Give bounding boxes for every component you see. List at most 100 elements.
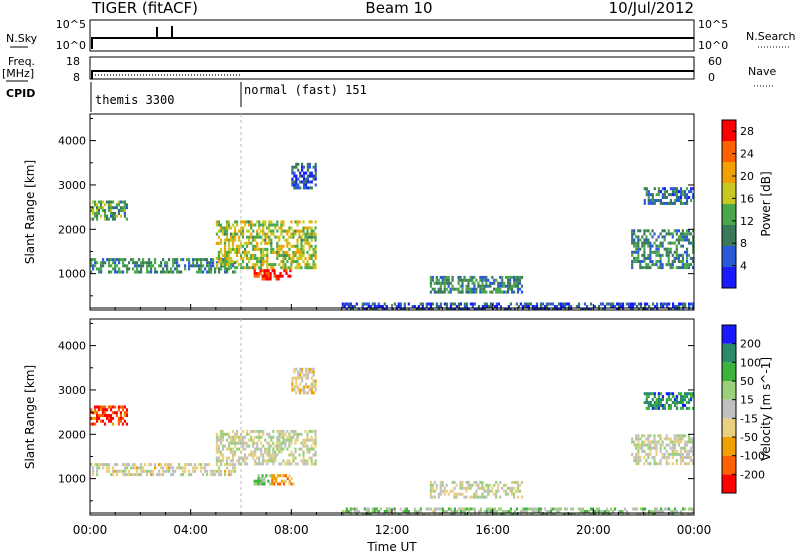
echo-cell (221, 435, 225, 439)
echo-cell (99, 419, 103, 423)
echo-cell (473, 480, 476, 484)
echo-cell (296, 247, 299, 251)
echo-cell (90, 463, 93, 467)
echo-cell (272, 459, 275, 463)
echo-cell (673, 395, 677, 399)
echo-cell (90, 217, 93, 221)
echo-cell (312, 260, 315, 264)
echo-cell (654, 512, 657, 516)
echo-cell (244, 462, 247, 466)
echo-cell (659, 449, 662, 453)
echo-cell (200, 466, 203, 470)
echo-cell (296, 462, 299, 466)
echo-cell (433, 512, 436, 516)
echo-cell (228, 469, 231, 473)
echo-cell (286, 477, 289, 480)
echo-cell (98, 466, 101, 470)
echo-cell (676, 510, 679, 513)
echo-cell (389, 510, 392, 513)
x-tick-label: 00:00 (677, 523, 712, 537)
beam-title: Beam 10 (365, 0, 432, 17)
echo-cell (518, 281, 522, 285)
echo-cell (194, 463, 197, 467)
echo-cell (679, 244, 682, 248)
echo-cell (221, 263, 225, 267)
echo-cell (439, 281, 442, 285)
echo-cell (310, 391, 313, 395)
echo-cell (387, 512, 390, 516)
echo-cell (497, 507, 500, 511)
echo-cell (280, 226, 283, 230)
echo-cell (692, 437, 695, 441)
echo-cell (467, 483, 470, 487)
echo-cell (659, 434, 662, 438)
echo-cell (599, 510, 603, 513)
echo-cell (485, 302, 488, 306)
echo-cell (282, 438, 285, 442)
echo-cell (290, 482, 293, 486)
echo-cell (246, 229, 249, 233)
echo-cell (286, 462, 289, 466)
echo-cell (276, 220, 279, 224)
echo-cell (375, 305, 378, 308)
echo-cell (210, 270, 213, 274)
echo-cell (585, 307, 589, 311)
echo-cell (447, 307, 450, 311)
echo-cell (675, 437, 678, 441)
echo-cell (656, 302, 659, 306)
y-axis-label: Slant Range [km] (23, 160, 37, 264)
echo-cell (276, 244, 279, 248)
echo-cell (481, 284, 484, 288)
echo-cell (252, 257, 255, 260)
echo-cell (471, 278, 474, 282)
freq-tick-low: 8 (73, 71, 80, 84)
echo-cell (310, 456, 313, 460)
echo-cell (217, 254, 220, 257)
echo-cell (164, 261, 167, 265)
echo-cell (681, 398, 685, 402)
echo-cell (657, 406, 660, 410)
echo-cell (223, 247, 227, 251)
echo-cell (116, 270, 119, 274)
echo-cell (475, 307, 478, 311)
echo-cell (662, 302, 665, 306)
echo-cell (276, 250, 279, 254)
echo-cell (231, 438, 235, 442)
echo-cell (659, 392, 662, 396)
echo-cell (675, 266, 678, 270)
echo-cell (499, 305, 502, 308)
echo-cell (597, 307, 601, 311)
echo-cell (146, 469, 149, 473)
echo-cell (184, 463, 187, 467)
echo-cell (212, 473, 215, 477)
echo-cell (493, 510, 496, 513)
echo-cell (637, 260, 640, 263)
echo-cell (314, 388, 317, 392)
echo-cell (645, 443, 648, 447)
echo-cell (292, 250, 295, 254)
echo-cell (485, 489, 488, 493)
echo-cell (312, 438, 315, 442)
echo-cell (297, 376, 300, 380)
echo-cell (529, 302, 532, 306)
echo-cell (286, 266, 289, 270)
echo-cell (583, 307, 587, 311)
echo-cell (690, 302, 693, 306)
echo-cell (459, 492, 462, 496)
echo-cell (113, 411, 116, 415)
echo-cell (483, 495, 486, 499)
echo-cell (667, 256, 670, 260)
echo-cell (184, 466, 187, 470)
echo-cell (479, 307, 482, 311)
echo-cell (567, 305, 571, 308)
echo-cell (671, 201, 675, 205)
echo-cell (304, 226, 307, 230)
echo-cell (601, 302, 605, 306)
echo-cell (647, 404, 650, 407)
echo-cell (289, 269, 292, 273)
echo-cell (117, 416, 120, 420)
echo-cell (493, 492, 496, 496)
echo-cell (166, 466, 169, 470)
echo-cell (304, 376, 308, 380)
echo-cell (473, 495, 476, 499)
